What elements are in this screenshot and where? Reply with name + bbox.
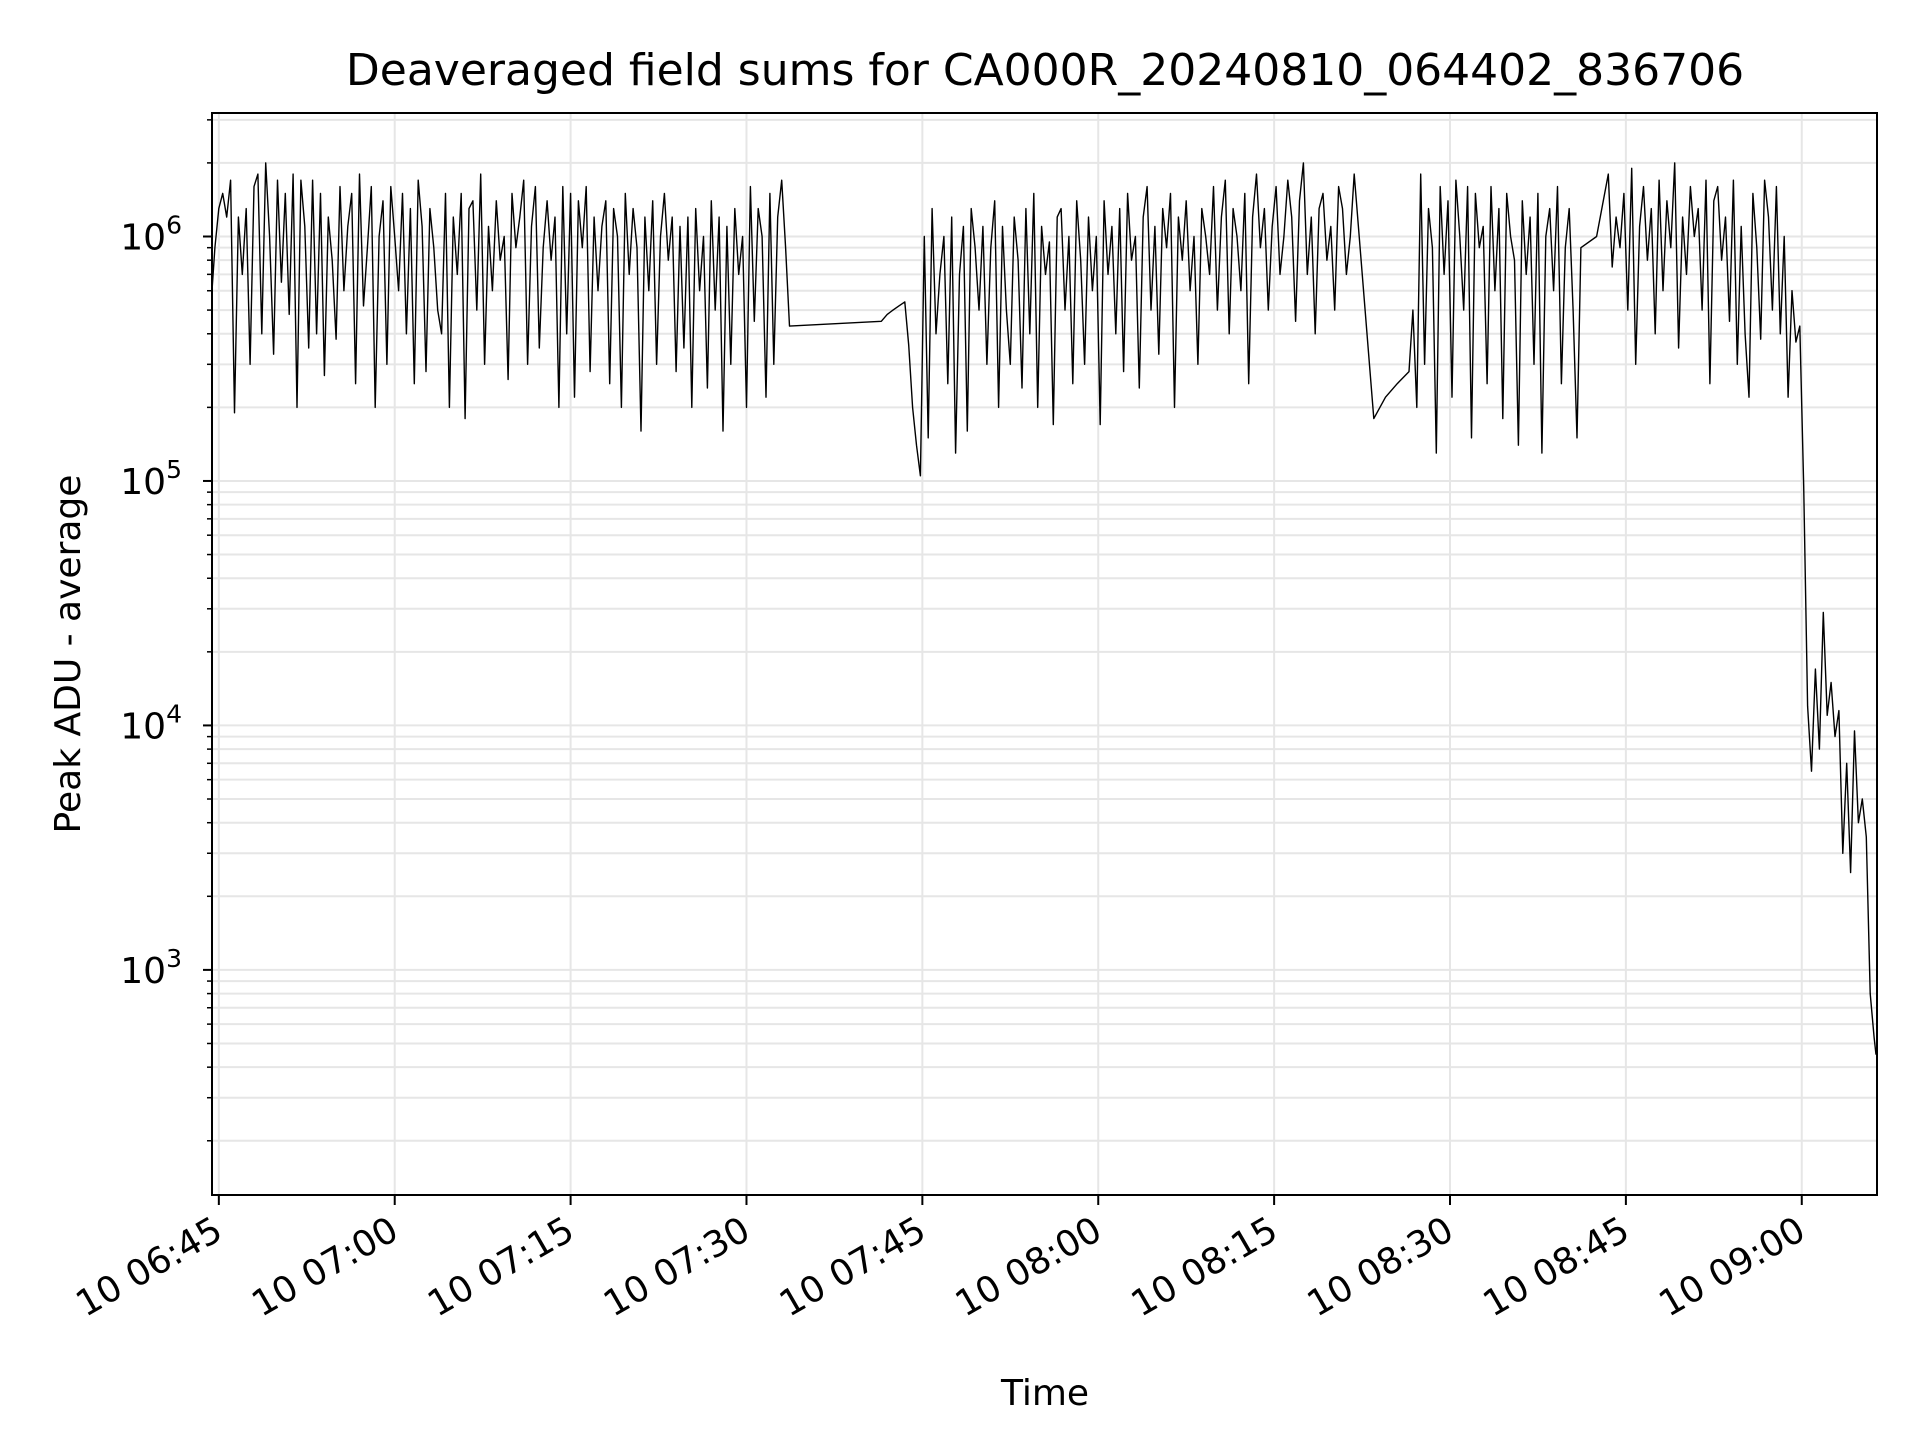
y-tick-label: 105 <box>120 455 182 503</box>
series-line <box>211 162 1877 1055</box>
plot-lines <box>211 162 1877 1055</box>
y-tick-label: 104 <box>120 699 182 747</box>
y-axis: 103 104 105 106 <box>120 119 212 1142</box>
plot-frame <box>211 112 1878 1196</box>
y-axis-title: Peak ADU - average <box>48 475 89 834</box>
chart-title: Deaveraged field sums for CA000R_2024081… <box>346 45 1744 96</box>
x-axis-title: Time <box>1000 1373 1089 1414</box>
y-tick-label: 106 <box>120 210 182 258</box>
grid <box>212 113 1877 1195</box>
y-tick-label: 103 <box>120 944 182 992</box>
